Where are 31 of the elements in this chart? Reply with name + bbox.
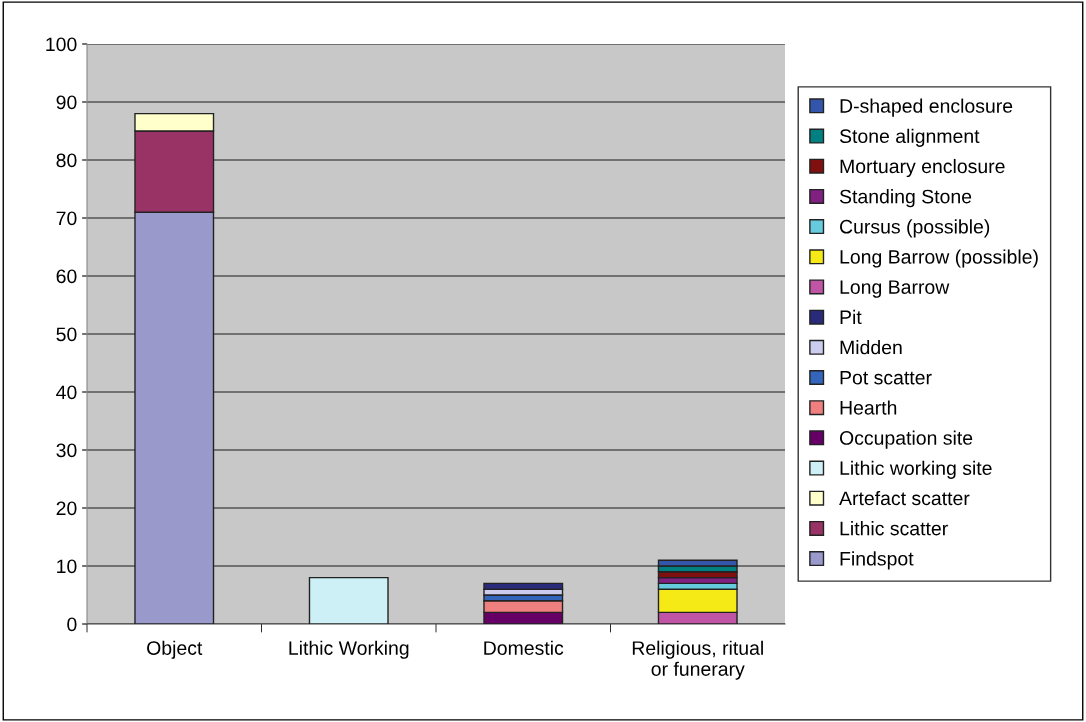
y-tick-label: 40 — [56, 385, 77, 400]
legend-label: Long Barrow (possible) — [840, 249, 1038, 268]
legend-label: Artefact scatter — [839, 490, 970, 506]
legend-label: Midden — [840, 340, 902, 355]
legend-label: Pit — [840, 309, 862, 325]
y-tick-label: 20 — [56, 501, 77, 516]
legend-label: Cursus (possible) — [840, 219, 990, 238]
legend-label: Mortuary enclosure — [840, 158, 1005, 178]
y-tick-label: 30 — [56, 443, 77, 458]
legend-label: Pot scatter — [840, 370, 932, 385]
y-tick-label: 10 — [57, 559, 77, 574]
y-tick-label: 80 — [56, 153, 77, 168]
legend-label: Stone alignment — [839, 128, 980, 147]
x-tick-label: Religious, ritual or funerary — [632, 640, 763, 680]
y-tick-label: 70 — [56, 211, 77, 226]
legend-label: Occupation site — [839, 430, 973, 449]
y-tick-label: 0 — [67, 617, 77, 632]
legend-label: Long Barrow — [840, 280, 950, 298]
legend-label: Lithic working site — [840, 460, 992, 479]
y-tick-label: 60 — [56, 269, 77, 284]
legend-label: Standing Stone — [839, 189, 972, 208]
legend-label: Lithic scatter — [840, 521, 948, 536]
x-tick-label: Domestic — [484, 640, 564, 655]
y-tick-label: 100 — [46, 37, 77, 52]
legend-label: Findspot — [840, 551, 914, 570]
x-tick-label: Object — [147, 640, 203, 659]
y-tick-label: 50 — [56, 327, 77, 342]
x-tick-label: Lithic Working — [289, 640, 409, 659]
legend-label: Hearth — [840, 400, 897, 415]
legend-label: D-shaped enclosure — [840, 98, 1013, 117]
y-tick-label: 90 — [56, 95, 77, 110]
